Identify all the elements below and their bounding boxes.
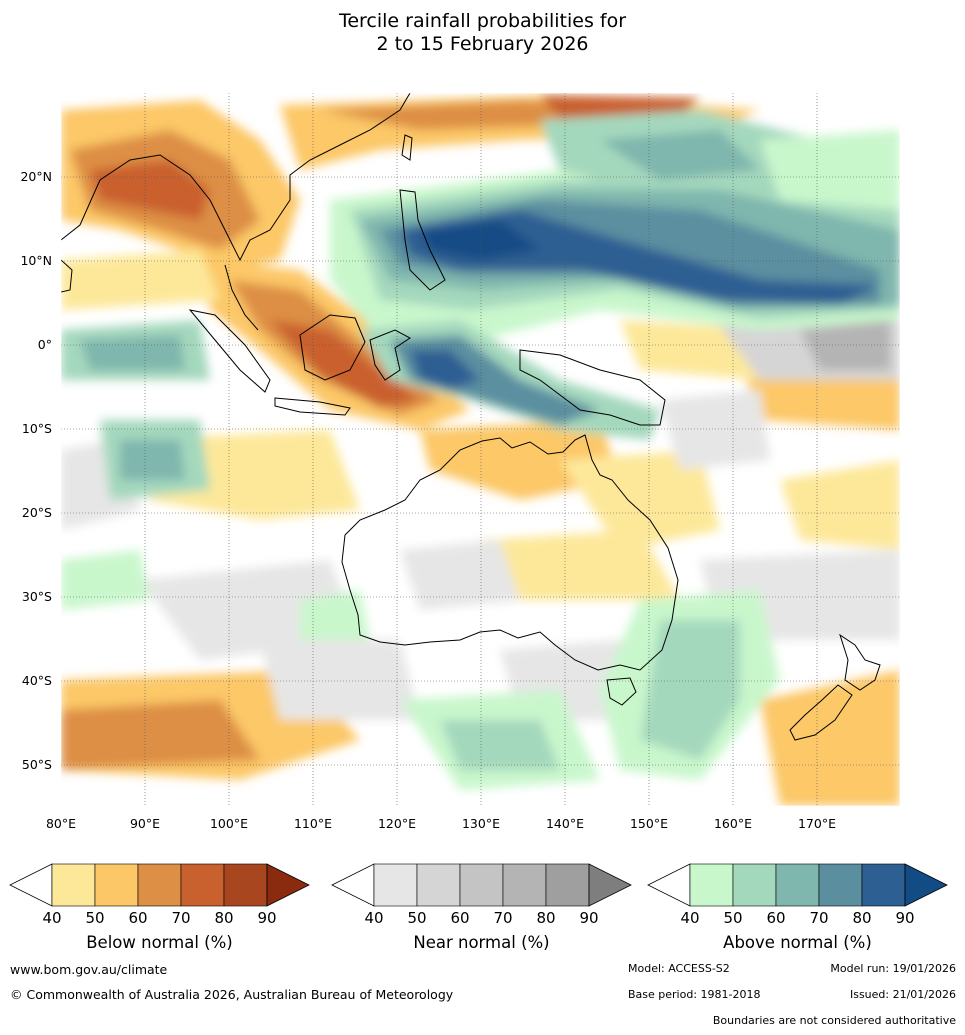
colorbar-tick-label: 70 [809, 909, 828, 927]
colorbar-1: 40 50 60 70 80 90 Below normal (%) [9, 863, 310, 952]
colorbar-label: Above normal (%) [723, 933, 872, 952]
rainfall-map: 80°E 90°E 100°E 110°E 120°E 130°E 140°E 150°E 16… [20, 92, 901, 831]
model-run: Model run: 19/01/2026 [830, 962, 956, 975]
colorbar-extend-low [9, 863, 53, 907]
latitude-tick-label: 10°N [20, 253, 52, 268]
colorbar-tick-label: 70 [171, 909, 190, 927]
latitude-tick-label: 20°N [20, 169, 52, 184]
colorbar-tick-label: 90 [579, 909, 598, 927]
colorbar-tick-label: 50 [407, 909, 426, 927]
colorbar-tick-label: 70 [493, 909, 512, 927]
longitude-tick-label: 130°E [462, 816, 500, 831]
colorbar-tick-label: 60 [766, 909, 785, 927]
longitude-tick-label: 170°E [798, 816, 836, 831]
colorbar-extend-low [647, 863, 691, 907]
colorbar-tick-label: 90 [895, 909, 914, 927]
latitude-labels: 20°N 10°N 0° 10°S 20°S 30°S 40°S 50°S [20, 169, 52, 772]
colorbar-bin [502, 863, 547, 907]
colorbar-tick-label: 50 [723, 909, 742, 927]
colorbar-bin [775, 863, 820, 907]
colorbar-tick-label: 60 [450, 909, 469, 927]
coastlines [61, 93, 881, 741]
latitude-tick-label: 0° [38, 337, 52, 352]
latitude-tick-label: 50°S [22, 757, 52, 772]
colorbar-3: 40 50 60 70 80 90 Above normal (%) [647, 863, 948, 952]
colorbar-legends: 40 50 60 70 80 90 Below normal (%) 40 50 60 70 80 90… [9, 863, 948, 952]
colorbar-tick-label: 90 [257, 909, 276, 927]
longitude-tick-label: 90°E [130, 816, 160, 831]
colorbar-tick-label: 60 [128, 909, 147, 927]
colorbar-tick-label: 80 [852, 909, 871, 927]
colorbar-tick-label: 40 [42, 909, 61, 927]
colorbar-bin [373, 863, 418, 907]
issued-date: Issued: 21/01/2026 [849, 988, 956, 1001]
longitude-tick-label: 110°E [294, 816, 332, 831]
colorbar-bin [689, 863, 734, 907]
colorbar-bin [732, 863, 777, 907]
colorbar-bin [545, 863, 590, 907]
sulawesi-coast [369, 329, 411, 381]
colorbar-label: Near normal (%) [413, 933, 549, 952]
philippines-coast [399, 189, 446, 291]
graticule [61, 93, 900, 806]
new-guinea-coast [519, 349, 666, 426]
longitude-labels: 80°E 90°E 100°E 110°E 120°E 130°E 140°E 150°E 16… [46, 816, 836, 831]
probability-field [61, 93, 900, 806]
colorbar-extend-high [904, 863, 948, 907]
colorbar-bin [459, 863, 504, 907]
latitude-tick-label: 20°S [22, 505, 52, 520]
colorbar-extend-high [266, 863, 310, 907]
boundaries-disclaimer: Boundaries are not considered authoritat… [712, 1014, 956, 1027]
new-zealand-south-coast [789, 684, 853, 741]
longitude-tick-label: 160°E [714, 816, 752, 831]
australia-coast [341, 434, 679, 671]
colorbar-tick-label: 50 [85, 909, 104, 927]
colorbar-bin [861, 863, 906, 907]
colorbar-extend-low [331, 863, 375, 907]
model-name: Model: ACCESS-S2 [628, 962, 730, 975]
base-period: Base period: 1981-2018 [628, 988, 761, 1001]
latitude-tick-label: 30°S [22, 589, 52, 604]
colorbar-bin [137, 863, 182, 907]
title-line-2: 2 to 15 February 2026 [376, 33, 589, 55]
copyright-text: © Commonwealth of Australia 2026, Austra… [10, 987, 454, 1002]
tasmania-coast [606, 677, 637, 706]
title-line-1: Tercile rainfall probabilities for [338, 10, 627, 32]
colorbar-2: 40 50 60 70 80 90 Near normal (%) [331, 863, 632, 952]
colorbar-bin [51, 863, 96, 907]
colorbar-tick-label: 40 [364, 909, 383, 927]
longitude-tick-label: 150°E [630, 816, 668, 831]
longitude-tick-label: 100°E [210, 816, 248, 831]
longitude-tick-label: 120°E [378, 816, 416, 831]
colorbar-bin [94, 863, 139, 907]
java-coast [274, 397, 351, 416]
malay-peninsula-coast [224, 264, 259, 331]
asia-coast [61, 93, 411, 262]
latitude-tick-label: 10°S [22, 421, 52, 436]
longitude-tick-label: 80°E [46, 816, 76, 831]
colorbar-tick-label: 40 [680, 909, 699, 927]
latitude-tick-label: 40°S [22, 673, 52, 688]
sri-lanka-coast [61, 259, 73, 293]
colorbar-bin [818, 863, 863, 907]
borneo-coast [299, 314, 366, 381]
colorbar-label: Below normal (%) [86, 933, 233, 952]
colorbar-tick-label: 80 [214, 909, 233, 927]
colorbar-bin [416, 863, 461, 907]
colorbar-bin [223, 863, 268, 907]
colorbar-extend-high [588, 863, 632, 907]
colorbar-bin [180, 863, 225, 907]
new-zealand-north-coast [839, 633, 881, 691]
taiwan-coast [401, 134, 413, 161]
website-link[interactable]: www.bom.gov.au/climate [10, 962, 168, 977]
longitude-tick-label: 140°E [546, 816, 584, 831]
sumatra-coast [188, 309, 271, 393]
map-title: Tercile rainfall probabilities for 2 to … [0, 10, 965, 56]
colorbar-tick-label: 80 [536, 909, 555, 927]
